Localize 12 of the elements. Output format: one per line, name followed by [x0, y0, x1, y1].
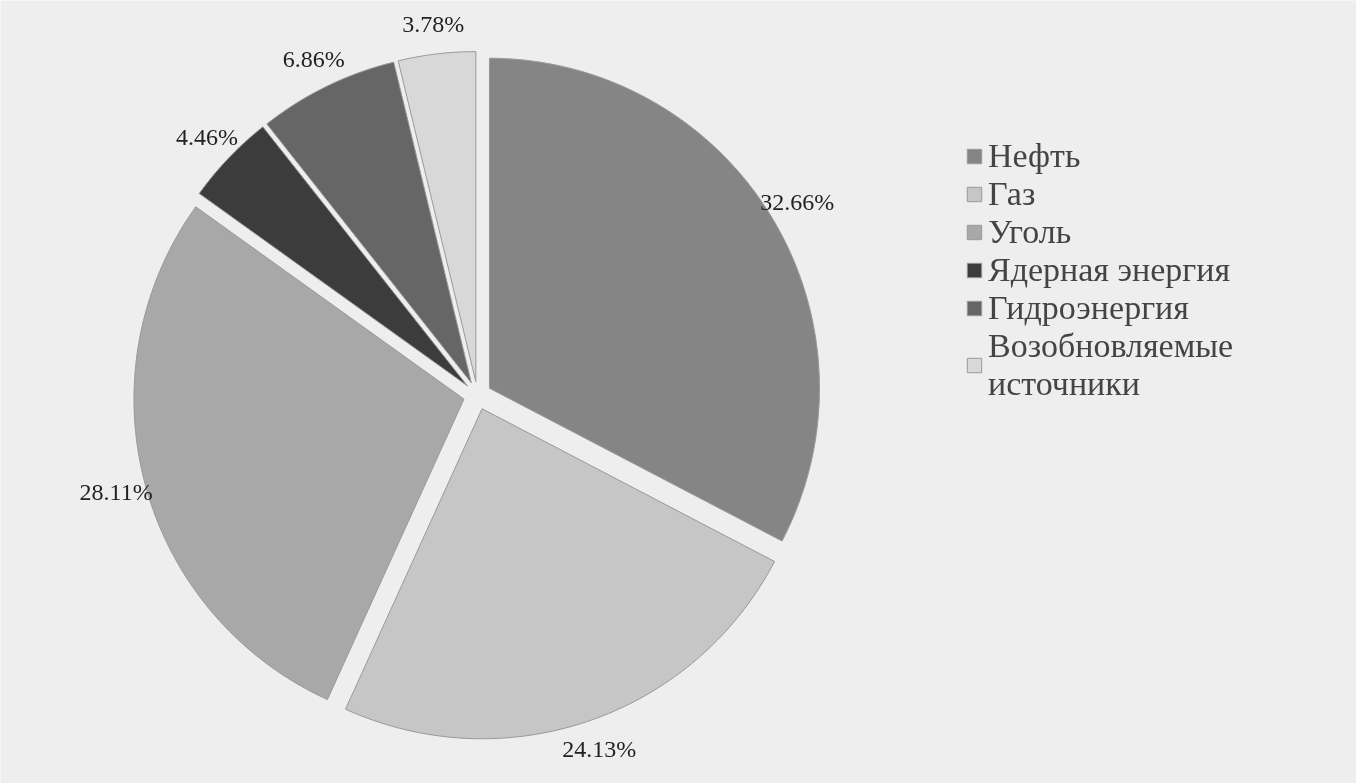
data-label: 32.66% — [760, 188, 835, 215]
legend-label: Нефть — [988, 137, 1081, 175]
legend-label: Ядерная энергия — [988, 251, 1231, 289]
legend-label: Возобновляемые источники — [988, 327, 1234, 403]
data-label: 24.13% — [562, 736, 637, 763]
data-label: 28.11% — [79, 479, 153, 506]
legend-label: Гидроэнергия — [988, 289, 1189, 327]
data-label: 6.86% — [282, 46, 345, 73]
data-label: 3.78% — [402, 11, 465, 38]
legend-label: Газ — [988, 175, 1036, 213]
legend-label: Уголь — [988, 213, 1072, 251]
data-label: 4.46% — [175, 124, 238, 151]
